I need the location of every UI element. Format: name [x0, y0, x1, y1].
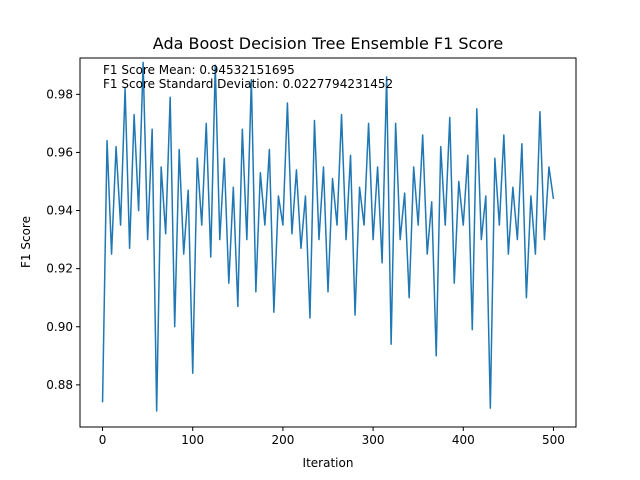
chart-title: Ada Boost Decision Tree Ensemble F1 Scor…	[153, 34, 503, 53]
x-tick-label: 200	[271, 433, 294, 447]
y-tick-label: 0.96	[46, 145, 73, 159]
annotation-mean: F1 Score Mean: 0.94532151695	[103, 63, 295, 77]
x-tick-label: 400	[452, 433, 475, 447]
x-tick-label: 300	[362, 433, 385, 447]
plot-frame	[79, 57, 577, 428]
x-axis-label: Iteration	[303, 456, 354, 470]
series-line-0	[101, 61, 555, 412]
y-tick-label: 0.90	[46, 320, 73, 334]
y-tick-label: 0.94	[46, 204, 73, 218]
x-tick-label: 500	[542, 433, 565, 447]
annotation-std: F1 Score Standard Deviation: 0.022779423…	[103, 77, 393, 91]
y-axis-label: F1 Score	[19, 216, 33, 268]
ticks-layer: 0 100 200 300 400 500 0.88 0.90 0.92 0.94 0.96 0.98	[46, 87, 565, 447]
plot-layer	[101, 61, 555, 412]
y-tick-label: 0.98	[46, 87, 73, 101]
y-tick-label: 0.88	[46, 378, 73, 392]
x-tick-label: 100	[181, 433, 204, 447]
y-tick-label: 0.92	[46, 262, 73, 276]
x-tick-label: 0	[99, 433, 107, 447]
